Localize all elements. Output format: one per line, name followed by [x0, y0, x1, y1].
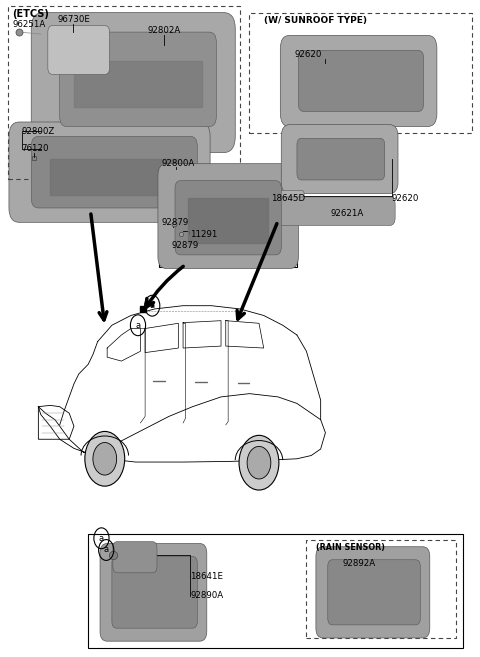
- Text: a: a: [150, 301, 155, 310]
- Circle shape: [239, 436, 279, 490]
- Text: 11291: 11291: [190, 229, 217, 238]
- FancyBboxPatch shape: [328, 560, 420, 625]
- FancyBboxPatch shape: [281, 125, 398, 194]
- Polygon shape: [188, 198, 268, 242]
- Circle shape: [93, 443, 117, 475]
- Text: a: a: [104, 545, 109, 555]
- Text: 96730E: 96730E: [57, 14, 90, 24]
- Text: (W/ SUNROOF TYPE): (W/ SUNROOF TYPE): [264, 16, 367, 25]
- Circle shape: [247, 446, 271, 479]
- Text: 92890A: 92890A: [190, 591, 223, 600]
- Bar: [306, 540, 456, 638]
- Text: 92620: 92620: [295, 51, 322, 59]
- FancyBboxPatch shape: [316, 547, 430, 638]
- Text: a: a: [99, 533, 104, 543]
- Text: (ETCS): (ETCS): [12, 9, 49, 19]
- FancyBboxPatch shape: [299, 51, 424, 112]
- FancyBboxPatch shape: [31, 12, 235, 152]
- Text: a: a: [135, 321, 141, 330]
- FancyBboxPatch shape: [261, 191, 304, 202]
- Text: (RAIN SENSOR): (RAIN SENSOR): [316, 543, 385, 553]
- Text: 92800A: 92800A: [162, 159, 195, 168]
- Bar: [8, 6, 240, 179]
- FancyBboxPatch shape: [60, 32, 216, 127]
- Text: 92879: 92879: [162, 218, 189, 227]
- Bar: [88, 533, 463, 648]
- FancyBboxPatch shape: [100, 543, 207, 641]
- Text: 92800Z: 92800Z: [22, 127, 55, 135]
- FancyBboxPatch shape: [113, 541, 157, 573]
- Text: 92620: 92620: [392, 194, 419, 203]
- FancyBboxPatch shape: [31, 136, 197, 208]
- FancyBboxPatch shape: [48, 26, 109, 74]
- Bar: [250, 12, 472, 133]
- Circle shape: [85, 432, 125, 486]
- FancyBboxPatch shape: [280, 35, 437, 127]
- FancyBboxPatch shape: [158, 164, 299, 269]
- Polygon shape: [74, 61, 202, 107]
- FancyBboxPatch shape: [9, 122, 210, 222]
- Text: 76120: 76120: [22, 144, 49, 153]
- Text: 92879: 92879: [171, 241, 198, 250]
- Text: 18645D: 18645D: [271, 194, 305, 203]
- FancyBboxPatch shape: [175, 181, 281, 255]
- Bar: [159, 169, 297, 267]
- Text: 96251A: 96251A: [12, 20, 46, 29]
- FancyBboxPatch shape: [112, 556, 197, 628]
- FancyBboxPatch shape: [297, 138, 384, 180]
- Text: 92892A: 92892A: [342, 558, 375, 568]
- FancyBboxPatch shape: [272, 197, 395, 225]
- Text: 92802A: 92802A: [147, 26, 181, 35]
- Text: 18641E: 18641E: [190, 572, 223, 581]
- Text: 92621A: 92621A: [330, 210, 363, 218]
- Polygon shape: [50, 159, 179, 195]
